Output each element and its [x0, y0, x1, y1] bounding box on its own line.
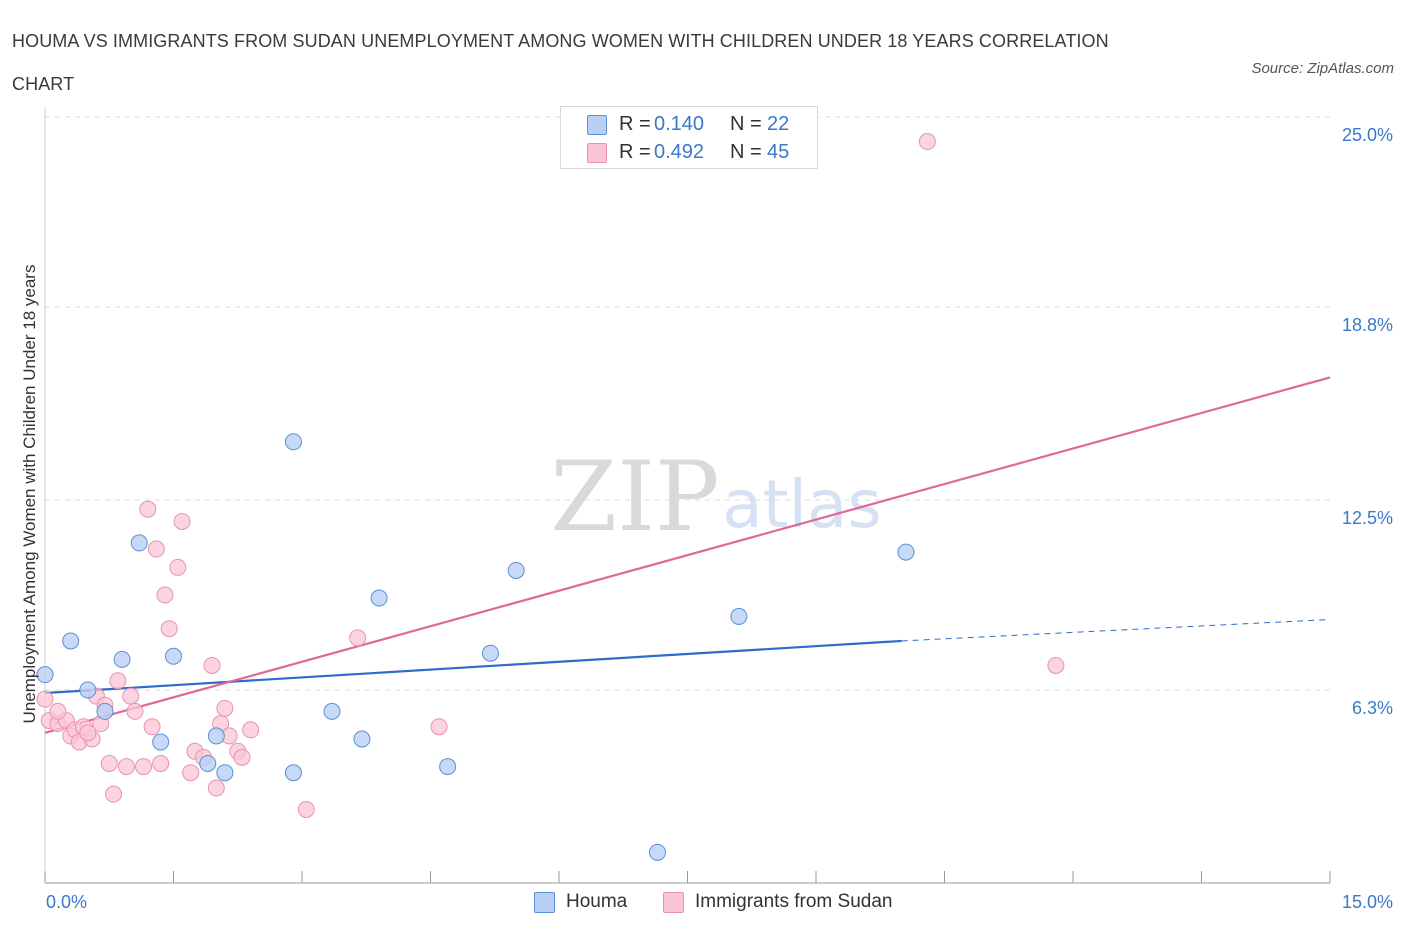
trend-line-houma [44, 639, 902, 695]
bottom-legend-swatch-houma [534, 892, 555, 913]
y-tick-label-0: 6.3% [1352, 698, 1393, 718]
sudan-point [349, 629, 367, 647]
sudan-point [169, 558, 187, 576]
houma-point [62, 632, 80, 650]
chart-title: HOUMA VS IMMIGRANTS FROM SUDAN UNEMPLOYM… [12, 31, 1109, 94]
houma-point [207, 727, 225, 745]
sudan-point [1047, 656, 1065, 674]
houma-point [284, 433, 302, 451]
houma-point [96, 702, 114, 720]
sudan-point [117, 758, 135, 776]
sudan-point [233, 748, 251, 766]
legend-swatch-sudan [587, 143, 607, 163]
legend-r-label: R = [619, 113, 651, 135]
legend-n-value-sudan: 45 [767, 141, 790, 163]
houma-point [370, 589, 388, 607]
sudan-point [182, 764, 200, 782]
legend-r-value-houma: 0.140 [654, 113, 705, 135]
sudan-point [126, 702, 144, 720]
houma-point [216, 764, 234, 782]
houma-point [113, 650, 131, 668]
trend-line-sudan [44, 376, 1331, 734]
sudan-point [207, 779, 225, 797]
sudan-point [139, 500, 157, 518]
houma-point [897, 543, 915, 561]
trend-line-houma-extension [901, 618, 1331, 642]
series-houma-points [36, 433, 915, 861]
x-tick-label-min: 0.0% [46, 892, 87, 912]
legend-n-value-houma: 22 [767, 113, 790, 135]
y-tick-label-3: 25.0% [1342, 125, 1393, 145]
houma-point [284, 764, 302, 782]
watermark-zip: ZIP [550, 441, 719, 553]
houma-point [507, 561, 525, 579]
sudan-point [216, 699, 234, 717]
tick-labels: 6.3% 12.5% 18.8% 25.0% 0.0% 15.0% [46, 125, 1393, 912]
sudan-point [109, 672, 127, 690]
sudan-point [147, 540, 165, 558]
y-axis-label: Unemployment Among Women with Children U… [20, 264, 39, 724]
trend-lines [44, 376, 1331, 734]
legend-swatch-houma [587, 115, 607, 135]
series-sudan-points [36, 133, 1065, 818]
legend-n-label: N = [730, 141, 762, 163]
axes [44, 107, 1331, 884]
sudan-point [297, 800, 315, 818]
houma-point [36, 666, 54, 684]
y-tick-label-1: 12.5% [1342, 508, 1393, 528]
sudan-point [122, 687, 140, 705]
sudan-point [135, 758, 153, 776]
sudan-point [105, 785, 123, 803]
sudan-point [430, 718, 448, 736]
source-credit: Source: ZipAtlas.com [1251, 60, 1394, 77]
sudan-point [203, 656, 221, 674]
houma-point [79, 681, 97, 699]
x-tick-label-max: 15.0% [1342, 892, 1393, 912]
sudan-point [36, 690, 54, 708]
bottom-legend-swatch-sudan [663, 892, 684, 913]
y-tick-label-2: 18.8% [1342, 315, 1393, 335]
houma-point [152, 733, 170, 751]
bottom-legend-label-sudan: Immigrants from Sudan [695, 891, 893, 912]
houma-point [199, 755, 217, 773]
bottom-legend-label-houma: Houma [566, 891, 628, 912]
legend-n-label: N = [730, 113, 762, 135]
grid-lines [45, 116, 1330, 691]
houma-point [481, 644, 499, 662]
houma-point [439, 758, 457, 776]
watermark: ZIP atlas [550, 441, 881, 553]
legend-r-label: R = [619, 141, 651, 163]
houma-point [130, 534, 148, 552]
sudan-point [173, 512, 191, 530]
houma-point [353, 730, 371, 748]
stats-legend: R = 0.140 N = 22 R = 0.492 N = 45 [560, 106, 818, 169]
sudan-point [49, 702, 67, 720]
sudan-point [918, 133, 936, 151]
houma-point [649, 843, 667, 861]
sudan-point [152, 755, 170, 773]
houma-point [165, 647, 182, 665]
watermark-atlas: atlas [722, 466, 882, 543]
sudan-point [79, 724, 97, 742]
sudan-point [156, 586, 174, 604]
houma-point [730, 607, 748, 625]
sudan-point [143, 718, 161, 736]
houma-point [323, 702, 341, 720]
legend-r-value-sudan: 0.492 [654, 141, 705, 163]
sudan-point [242, 721, 260, 739]
sudan-point [100, 755, 118, 773]
sudan-point [160, 620, 178, 638]
